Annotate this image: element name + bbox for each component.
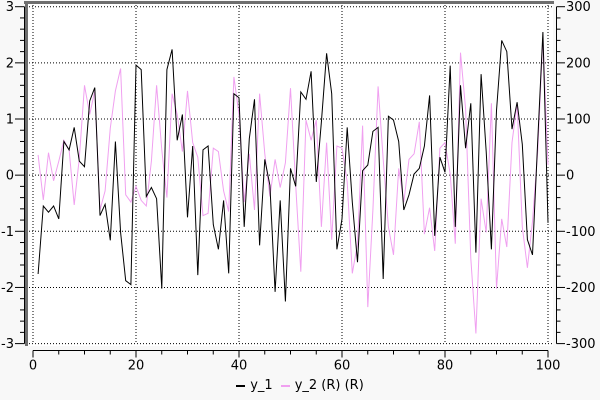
left-axis-tick-label: -2: [1, 281, 14, 296]
left-axis-tick-label: 0: [6, 169, 14, 184]
right-axis-tick-label: 200: [566, 56, 591, 71]
x-axis-tick-label: 40: [231, 359, 248, 374]
legend-label-y1: y_1: [250, 378, 273, 393]
legend-label-y2: y_2 (R) (R): [294, 378, 364, 393]
right-axis-tick-label: 300: [566, 0, 591, 15]
x-axis-tick-label: 80: [437, 359, 454, 374]
x-axis-tick-label: 60: [334, 359, 351, 374]
legend-line-sample-y2: [280, 385, 290, 387]
right-axis-tick-label: -300: [566, 337, 596, 352]
plot-area: [25, 1, 553, 346]
right-axis-tick-label: 100: [566, 113, 591, 128]
frame-left: [25, 1, 28, 346]
series-line-y_1: [37, 31, 549, 302]
left-axis-tick-label: 1: [6, 113, 14, 128]
legend-line-sample-y1: [236, 385, 246, 387]
legend-entry-y1: y_1: [236, 378, 273, 393]
right-axis-tick-label: 0: [566, 169, 574, 184]
left-axis-tick-label: 2: [6, 56, 14, 71]
x-axis-tick-label: 20: [128, 359, 145, 374]
x-axis-tick-label: 0: [29, 359, 37, 374]
legend-entry-y2: y_2 (R) (R): [280, 378, 364, 393]
legend: y_1 y_2 (R) (R): [0, 379, 600, 393]
frame-top: [24, 1, 554, 4]
left-axis-tick-label: -3: [1, 337, 14, 352]
left-axis-tick-label: -1: [1, 225, 14, 240]
left-axis-tick-label: 3: [6, 0, 14, 15]
x-axis-tick-label: 100: [536, 359, 561, 374]
right-axis-tick-label: -100: [566, 225, 596, 240]
series-line-y_2-R-: [37, 37, 549, 334]
right-axis-tick-label: -200: [566, 281, 596, 296]
